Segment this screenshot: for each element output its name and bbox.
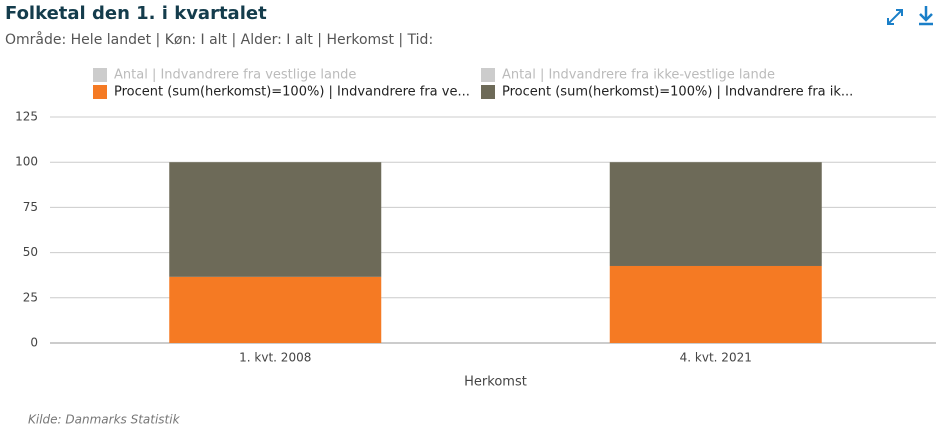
legend-label: Antal | Indvandrere fra ikke-vestlige la… — [502, 68, 775, 83]
y-tick-label: 50 — [23, 245, 38, 259]
legend-swatch — [481, 68, 495, 82]
y-tick-label: 100 — [15, 155, 38, 169]
x-tick-label: 1. kvt. 2008 — [239, 351, 311, 365]
source: Kilde: Danmarks Statistik — [28, 413, 181, 427]
legend-swatch — [93, 85, 107, 99]
legend-label: Antal | Indvandrere fra vestlige lande — [114, 68, 356, 83]
x-axis-label: Herkomst — [464, 375, 527, 390]
download-icon[interactable] — [919, 6, 933, 26]
x-tick-label: 4. kvt. 2021 — [680, 351, 752, 365]
chart-title: Folketal den 1. i kvartalet — [5, 3, 267, 24]
expand-icon[interactable] — [887, 9, 903, 25]
y-tick-label: 0 — [30, 336, 38, 350]
legend-swatch — [481, 85, 495, 99]
bar-segment — [169, 276, 382, 343]
bar-segment — [609, 162, 822, 266]
bar-segment — [609, 265, 822, 343]
chart-subtitle: Område: Hele landet | Køn: I alt | Alder… — [5, 31, 433, 48]
bar-segment — [169, 162, 382, 277]
legend-label: Procent (sum(herkomst)=100%) | Indvandre… — [502, 85, 853, 100]
legend-swatch — [93, 68, 107, 82]
y-tick-label: 125 — [15, 110, 38, 124]
y-tick-label: 75 — [23, 200, 38, 214]
y-tick-label: 25 — [23, 290, 38, 304]
legend-label: Procent (sum(herkomst)=100%) | Indvandre… — [114, 85, 470, 100]
